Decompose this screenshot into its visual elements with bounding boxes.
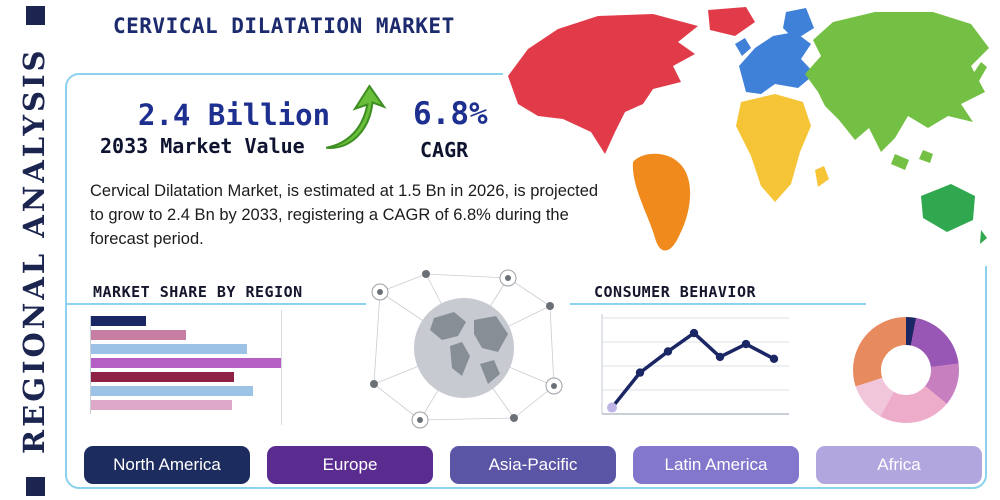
continent-south-america xyxy=(632,153,691,251)
islands-se-asia-2 xyxy=(919,150,933,163)
continent-north-america xyxy=(508,14,698,154)
region-button-europe[interactable]: Europe xyxy=(267,446,433,484)
bar-segment xyxy=(91,358,281,368)
cagr-label: CAGR xyxy=(420,138,469,162)
line-chart-point xyxy=(741,339,751,349)
line-chart-point xyxy=(663,347,673,356)
market-description: Cervical Dilatation Market, is estimated… xyxy=(90,182,599,248)
market-share-underline xyxy=(66,303,366,305)
consumer-behavior-line-chart xyxy=(598,310,793,422)
market-value-label: 2033 Market Value xyxy=(100,134,305,158)
line-chart-point xyxy=(607,402,617,413)
region-scandinavia xyxy=(783,8,814,40)
network-nodes xyxy=(370,269,563,429)
decor-square-top xyxy=(26,6,45,25)
line-chart-point xyxy=(715,352,725,362)
region-uk xyxy=(735,38,751,56)
globe-network-graphic xyxy=(362,264,567,436)
line-chart-point xyxy=(689,328,699,338)
island-japan xyxy=(973,62,987,81)
market-share-bar-chart xyxy=(90,316,281,414)
line-chart-grid xyxy=(602,317,789,391)
market-value-stat: 2.4 Billion xyxy=(138,98,331,132)
bar-segment xyxy=(91,344,247,354)
world-map-graphic xyxy=(503,4,995,266)
bar-segment xyxy=(91,400,232,410)
bar-segment xyxy=(91,330,186,340)
bar-segment xyxy=(91,316,147,326)
growth-arrow-icon xyxy=(318,84,390,156)
globe-landmasses xyxy=(430,312,508,384)
consumer-behavior-underline xyxy=(570,303,866,305)
region-donut-chart xyxy=(853,317,959,423)
growth-arrow-path xyxy=(326,84,387,149)
continent-africa xyxy=(736,94,811,202)
region-button-row: North America Europe Asia-Pacific Latin Ame… xyxy=(84,446,982,484)
islands-se-asia-1 xyxy=(891,154,909,170)
side-label-regional-analysis: REGIONAL ANALYSIS xyxy=(17,47,51,454)
bar-segment xyxy=(91,386,253,396)
region-button-asia-pacific[interactable]: Asia-Pacific xyxy=(450,446,616,484)
world-map-svg xyxy=(503,4,995,266)
section-title-market-share: MARKET SHARE BY REGION xyxy=(93,283,303,301)
line-chart-point xyxy=(769,354,779,363)
decor-square-bottom xyxy=(26,477,45,496)
island-madagascar xyxy=(815,166,829,187)
page-title: CERVICAL DILATATION MARKET xyxy=(113,14,455,38)
continent-asia xyxy=(805,12,989,152)
bar-chart-gridline xyxy=(281,310,282,425)
cagr-value-stat: 6.8% xyxy=(413,96,488,132)
line-chart-series xyxy=(607,328,779,413)
continent-australia xyxy=(921,184,975,232)
region-button-latin-america[interactable]: Latin America xyxy=(633,446,799,484)
island-new-zealand xyxy=(980,230,987,244)
bar-segment xyxy=(91,372,234,382)
region-button-africa[interactable]: Africa xyxy=(816,446,982,484)
continent-greenland xyxy=(708,7,755,36)
continent-europe xyxy=(739,32,815,94)
line-chart-point xyxy=(635,368,645,377)
section-title-consumer-behavior: CONSUMER BEHAVIOR xyxy=(594,283,757,301)
region-button-north-america[interactable]: North America xyxy=(84,446,250,484)
donut-hole xyxy=(881,345,931,395)
